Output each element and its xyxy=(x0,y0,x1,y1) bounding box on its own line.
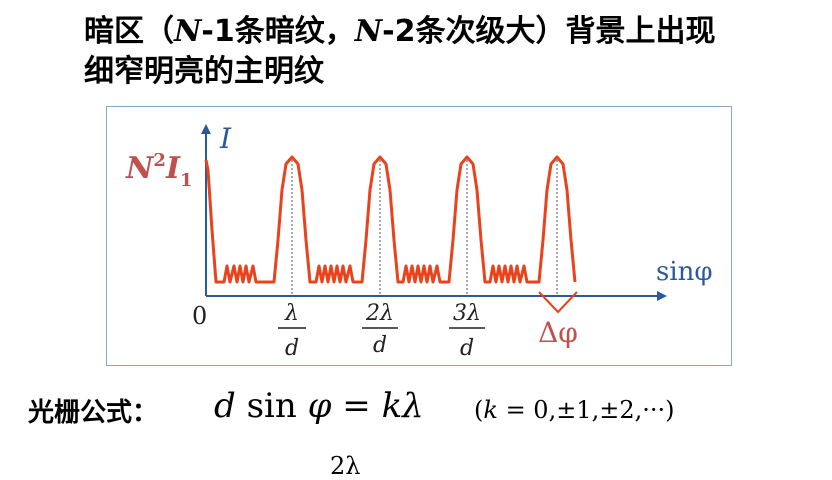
svg-text:d: d xyxy=(373,333,387,358)
heading-text: -1条暗纹， xyxy=(201,14,355,49)
width-label: Δφ xyxy=(538,316,578,349)
tick-label-2: 2λ d xyxy=(362,301,398,358)
intensity-diagram: I N2I1 sinφ 0 λ d 2λ d 3λ d Δφ xyxy=(125,122,713,361)
width-bracket xyxy=(538,291,578,314)
tick-label-1: λ d xyxy=(278,301,306,361)
svg-text:d: d xyxy=(460,336,474,361)
formula-k: k xyxy=(381,386,403,426)
origin-label: 0 xyxy=(192,302,207,330)
formula-label: 光栅公式： xyxy=(28,398,159,428)
tick-label-3: 3λ d xyxy=(449,301,485,361)
partial-text: 2λ xyxy=(330,452,361,480)
heading-text: 暗区（ xyxy=(84,14,174,49)
x-axis-label: sinφ xyxy=(656,257,713,287)
svg-text:λ: λ xyxy=(284,301,299,326)
peak-label: N2I1 xyxy=(125,150,193,191)
x-axis-arrow xyxy=(657,291,667,301)
formula-eq: = xyxy=(342,386,371,426)
heading-text: -2条次级大）背景上出现 xyxy=(382,14,716,49)
intensity-curve xyxy=(204,155,577,284)
formula-lambda: λ xyxy=(402,386,424,426)
k-condition: (k = 0,±1,±2,···) xyxy=(474,396,675,424)
svg-text:3λ: 3λ xyxy=(453,301,481,326)
diagram-frame xyxy=(106,106,732,366)
grating-formula: d sin φ = kλ xyxy=(214,386,424,426)
formula-phi: φ xyxy=(307,386,332,426)
svg-text:2λ: 2λ xyxy=(365,301,394,326)
heading-line-1: 暗区（N-1条暗纹，N-2条次级大）背景上出现 xyxy=(84,12,804,52)
formula-d: d xyxy=(214,386,236,426)
heading-n: N xyxy=(354,14,383,49)
heading-n: N xyxy=(174,14,202,49)
heading-line-2: 细窄明亮的主明纹 xyxy=(84,54,324,89)
y-axis-arrow xyxy=(201,124,211,134)
heading: 暗区（N-1条暗纹，N-2条次级大）背景上出现 细窄明亮的主明纹 xyxy=(84,12,804,92)
svg-text:d: d xyxy=(285,336,299,361)
formula-sin: sin xyxy=(246,386,297,426)
y-axis-label: I xyxy=(219,122,232,155)
